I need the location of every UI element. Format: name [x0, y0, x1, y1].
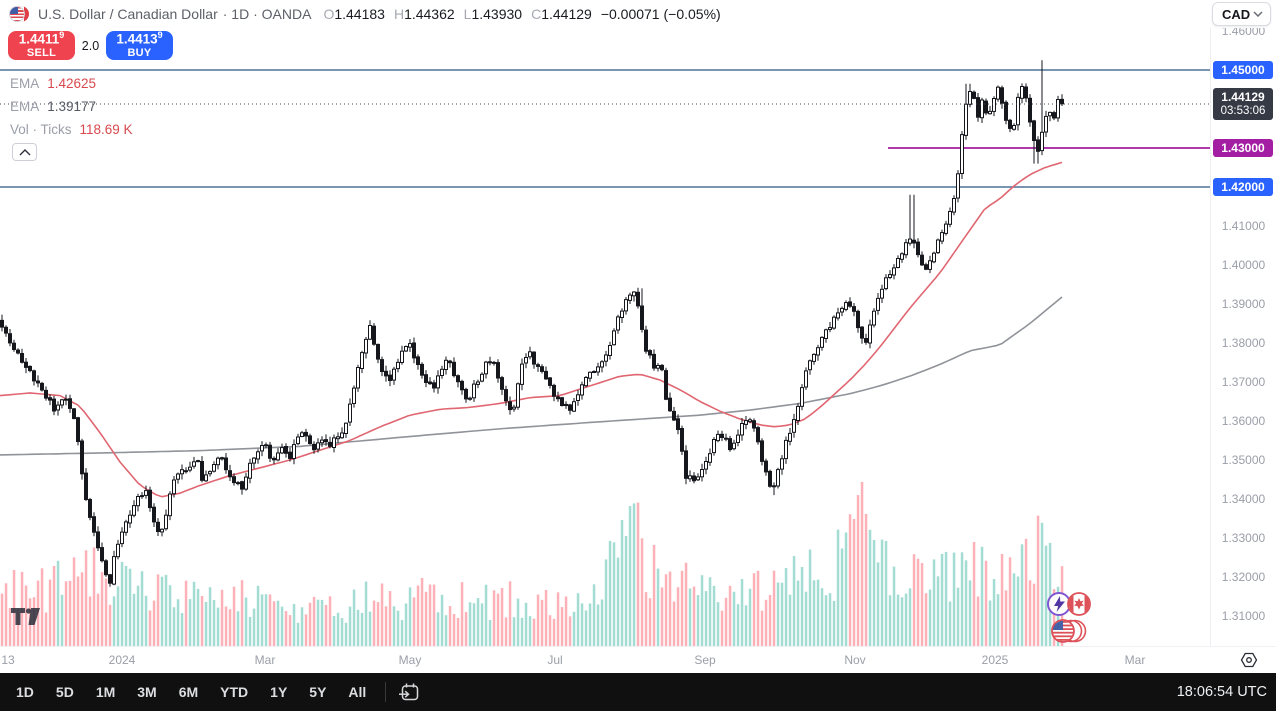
time-axis-label: May	[398, 653, 422, 667]
price-axis-label: 1.33000	[1221, 531, 1266, 545]
buy-button[interactable]: 1.44139 BUY	[106, 31, 173, 60]
symbol-title[interactable]: U.S. Dollar / Canadian Dollar	[38, 6, 218, 22]
price-badge-1.42000: 1.42000	[1213, 178, 1273, 196]
ohlc-c: C1.44129	[531, 6, 592, 22]
range-button-6m[interactable]: 6M	[171, 680, 206, 704]
price-axis[interactable]: 1.46000 1.41000 1.40000 1.39000 1.38000 1.370…	[1210, 28, 1276, 646]
chart-canvas[interactable]	[0, 28, 1210, 646]
go-to-date-button[interactable]	[394, 680, 424, 705]
time-axis-label: Jul	[547, 653, 563, 667]
price-axis-label: 1.46000	[1221, 28, 1266, 38]
price-axis-label: 1.37000	[1221, 375, 1266, 389]
price-axis-label: 1.36000	[1221, 414, 1266, 428]
price-axis-label: 1.41000	[1221, 219, 1266, 233]
ohlc-o: O1.44183	[323, 6, 385, 22]
time-axis-label: Mar	[254, 653, 276, 667]
price-axis-label: 1.38000	[1221, 336, 1266, 350]
price-axis-label: 1.35000	[1221, 453, 1266, 467]
price-badge-1.44129: 1.44129 03:53:06	[1213, 87, 1273, 120]
change-value: −0.00071 (−0.05%)	[600, 6, 721, 22]
time-axis-label: Mar	[1124, 653, 1146, 667]
range-button-5y[interactable]: 5Y	[301, 680, 334, 704]
tradingview-logo	[11, 608, 47, 633]
indicator-legend: EMA 1.42625 EMA 1.39177 Vol · Ticks 118.69 K	[10, 72, 133, 141]
legend-row-1[interactable]: EMA 1.42625	[10, 72, 133, 95]
spread-value: 2.0	[81, 38, 100, 53]
time-axis-label: Sep	[694, 653, 716, 667]
range-button-1m[interactable]: 1M	[88, 680, 123, 704]
ohlc-l: L1.43930	[463, 6, 523, 22]
range-button-1d[interactable]: 1D	[8, 680, 42, 704]
range-button-1y[interactable]: 1Y	[262, 680, 295, 704]
range-button-ytd[interactable]: YTD	[212, 680, 256, 704]
price-axis-label: 1.34000	[1221, 492, 1266, 506]
price-axis-label: 1.40000	[1221, 258, 1266, 272]
range-button-all[interactable]: All	[340, 680, 374, 704]
symbol-logos	[1046, 590, 1094, 651]
price-axis-label: 1.39000	[1221, 297, 1266, 311]
ohlc-values: O1.44183 H1.44362 L1.43930 C1.44129	[323, 6, 591, 22]
symbol-meta: · 1D · OANDA	[222, 6, 312, 22]
legend-value: 1.39177	[47, 99, 97, 114]
chevron-down-icon	[1253, 11, 1263, 17]
currency-label: CAD	[1222, 6, 1251, 22]
time-axis-label: Nov	[844, 653, 866, 667]
time-axis-label: 2025	[981, 653, 1009, 667]
time-axis-label: 2024	[108, 653, 136, 667]
trade-widget: 1.44119 SELL 2.0 1.44139 BUY	[8, 31, 173, 60]
cad-flag-icon	[1067, 592, 1091, 616]
legend-value: 118.69 K	[79, 122, 133, 137]
chart-region: 1.44119 SELL 2.0 1.44139 BUY EMA 1.42625 E…	[0, 28, 1276, 646]
utc-clock: 18:06:54 UTC	[1176, 684, 1267, 700]
range-buttons: 1D 5D 1M 3M 6M YTD 1Y 5Y All	[0, 680, 377, 704]
calendar-icon	[399, 683, 419, 700]
legend-label: EMA	[10, 76, 40, 91]
toolbar-divider	[385, 682, 387, 702]
legend-value: 1.42625	[47, 76, 97, 91]
price-axis-label: 1.31000	[1221, 609, 1266, 623]
currency-dropdown[interactable]: CAD	[1212, 2, 1271, 26]
price-badge-1.43000: 1.43000	[1213, 139, 1273, 157]
bottom-toolbar: 1D 5D 1M 3M 6M YTD 1Y 5Y All 18:06:54 UTC	[0, 673, 1276, 711]
sell-button[interactable]: 1.44119 SELL	[8, 31, 75, 60]
chevron-up-icon	[19, 148, 30, 155]
range-button-3m[interactable]: 3M	[129, 680, 164, 704]
time-axis-label: 13	[1, 653, 15, 667]
symbol-header: U.S. Dollar / Canadian Dollar · 1D · OAN…	[0, 0, 1276, 28]
usdcad-flag-icon	[8, 5, 30, 23]
legend-row-2[interactable]: EMA 1.39177	[10, 95, 133, 118]
legend-label: Vol · Ticks	[10, 122, 72, 137]
chart-settings-icon[interactable]	[1240, 652, 1258, 668]
price-badge-1.45000: 1.45000	[1213, 61, 1273, 79]
time-axis[interactable]: 13 2024 Mar May Jul Sep Nov 2025 Mar	[0, 646, 1276, 673]
range-button-5d[interactable]: 5D	[48, 680, 82, 704]
price-axis-label: 1.32000	[1221, 570, 1266, 584]
ohlc-h: H1.44362	[393, 6, 455, 22]
legend-label: EMA	[10, 99, 40, 114]
legend-row-3[interactable]: Vol · Ticks 118.69 K	[10, 118, 133, 141]
collapse-legend-button[interactable]	[12, 143, 37, 161]
usd-flag-icon	[1051, 619, 1087, 643]
oanda-logo-icon	[1047, 592, 1071, 616]
